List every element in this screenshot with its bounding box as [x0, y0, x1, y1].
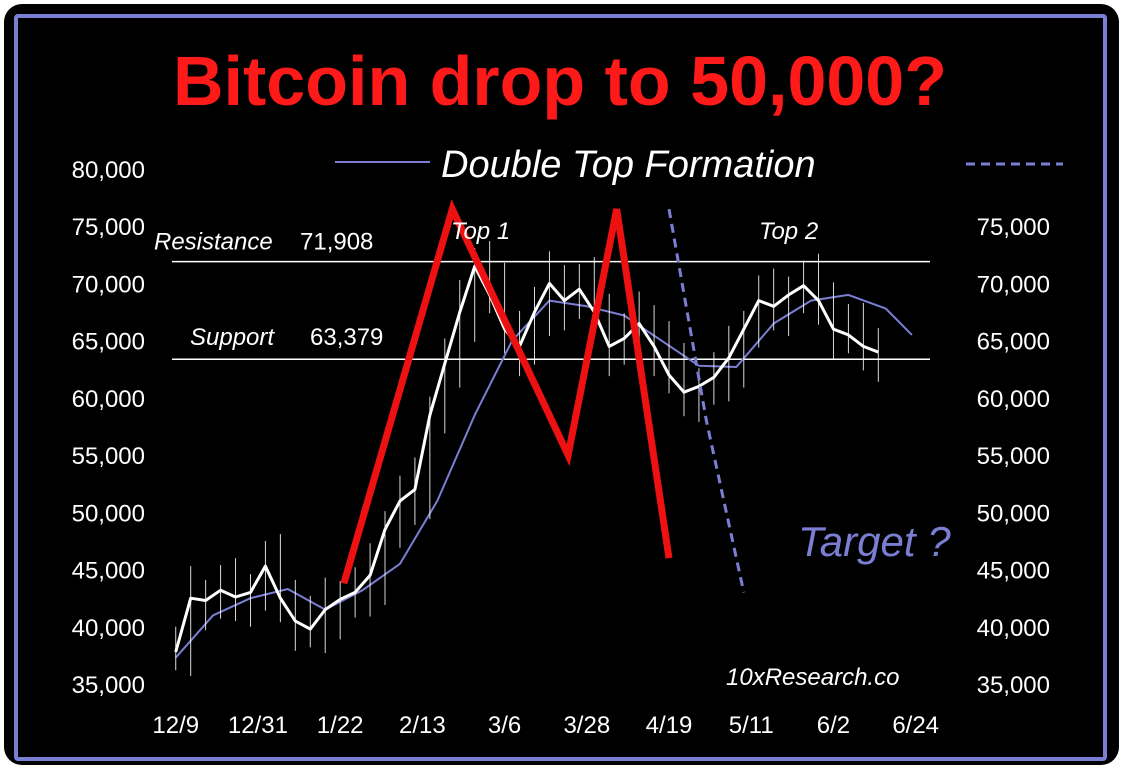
double-top-zigzag [340, 199, 673, 585]
y-tick-label-left: 40,000 [72, 615, 145, 642]
y-tick-label-left: 55,000 [72, 443, 145, 470]
x-tick-label: 3/28 [563, 712, 610, 739]
chart-title: Bitcoin drop to 50,000? [173, 42, 947, 120]
y-tick-label-left: 45,000 [72, 558, 145, 585]
projection-dashed-line [667, 208, 746, 593]
x-tick-label: 12/9 [152, 712, 199, 739]
y-tick-label-right: 60,000 [977, 386, 1050, 413]
target-label: Target ? [798, 518, 951, 565]
y-tick-label-right: 75,000 [977, 214, 1050, 241]
y-tick-label-left: 75,000 [72, 214, 145, 241]
chart-border [14, 14, 1107, 761]
level-lines: Resistance 71,908 Support 63,379 [154, 229, 930, 360]
x-tick-label: 5/11 [729, 712, 774, 739]
x-tick-label: 6/2 [817, 712, 850, 739]
x-axis: 12/9 12/31 1/22 2/13 3/6 3/28 4/19 5/11 6/2 6/24 [152, 712, 939, 739]
support-label: Support [190, 324, 275, 351]
resistance-label: Resistance [154, 229, 273, 256]
x-tick-label: 1/22 [317, 712, 364, 739]
top1-label: Top 1 [451, 218, 510, 245]
x-tick-label: 3/6 [488, 712, 521, 739]
y-tick-label-left: 50,000 [72, 500, 145, 527]
double-top-pattern [340, 199, 746, 593]
annotations: Top 1 Top 2 Target ? 10xResearch.co [451, 218, 951, 691]
legend-label: Double Top Formation [441, 144, 816, 186]
price-line [174, 264, 879, 653]
support-value: 63,379 [310, 324, 383, 351]
y-tick-label-right: 55,000 [977, 443, 1050, 470]
average-series [174, 293, 913, 659]
y-tick-label-left: 60,000 [72, 386, 145, 413]
top2-label: Top 2 [759, 218, 818, 245]
legend: Double Top Formation [335, 144, 1063, 186]
y-tick-label-right: 45,000 [977, 558, 1050, 585]
y-tick-label-left: 80,000 [72, 157, 145, 184]
y-tick-label-right: 50,000 [977, 500, 1050, 527]
y-tick-label-right: 65,000 [977, 329, 1050, 356]
y-tick-label-left: 70,000 [72, 271, 145, 298]
chart-frame: Bitcoin drop to 50,000? Double Top Forma… [4, 4, 1119, 765]
x-tick-label: 4/19 [646, 712, 693, 739]
chart-canvas: Bitcoin drop to 50,000? Double Top Forma… [72, 42, 1063, 739]
price-series [174, 241, 879, 676]
y-tick-label-right: 40,000 [977, 615, 1050, 642]
watermark: 10xResearch.co [726, 664, 899, 691]
resistance-value: 71,908 [300, 229, 373, 256]
y-tick-label-left: 35,000 [72, 672, 145, 699]
y-axis-left: 35,000 40,000 45,000 50,000 55,000 60,000 65,0… [72, 157, 145, 699]
y-tick-label-left: 65,000 [72, 329, 145, 356]
x-tick-label: 12/31 [228, 712, 288, 739]
y-tick-label-right: 35,000 [977, 672, 1050, 699]
x-tick-label: 6/24 [892, 712, 939, 739]
x-tick-label: 2/13 [399, 712, 446, 739]
y-axis-right: 35,000 40,000 45,000 50,000 55,000 60,000 65,0… [977, 214, 1050, 699]
average-line [174, 293, 913, 659]
y-tick-label-right: 70,000 [977, 271, 1050, 298]
